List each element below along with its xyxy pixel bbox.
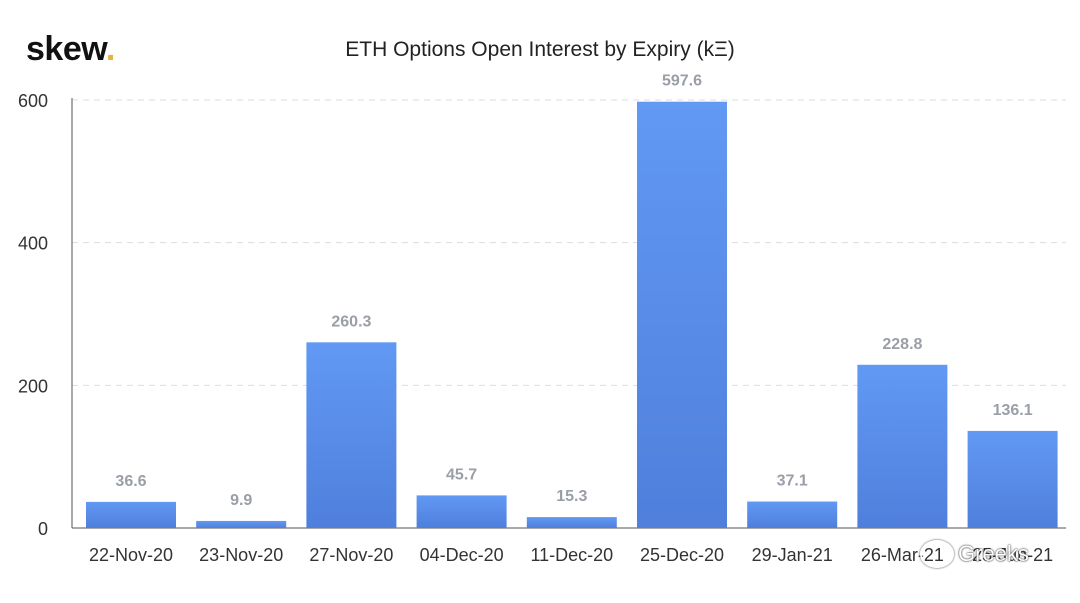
x-tick-label: 29-Jan-21 bbox=[752, 545, 833, 565]
y-tick-label: 600 bbox=[18, 91, 48, 111]
chart-title: ETH Options Open Interest by Expiry (kΞ) bbox=[345, 38, 735, 61]
bars bbox=[86, 101, 1058, 528]
bar bbox=[306, 342, 397, 528]
logo-text: skew bbox=[26, 30, 106, 68]
wechat-icon bbox=[920, 540, 954, 568]
bar bbox=[967, 430, 1058, 528]
y-tick-label: 200 bbox=[18, 376, 48, 396]
bar bbox=[637, 101, 727, 528]
data-label: 9.9 bbox=[230, 492, 252, 509]
bar bbox=[416, 495, 507, 528]
bar bbox=[857, 364, 948, 528]
data-label: 597.6 bbox=[662, 73, 702, 90]
y-tick-label: 400 bbox=[18, 234, 48, 254]
bar bbox=[86, 501, 176, 528]
x-tick-label: 25-Dec-20 bbox=[640, 545, 724, 565]
bar bbox=[747, 501, 838, 528]
watermark-text: Greeks bbox=[958, 541, 1029, 566]
skew-logo: skew. bbox=[26, 30, 115, 69]
x-tick-label: 11-Dec-20 bbox=[530, 545, 613, 565]
x-tick-label: 04-Dec-20 bbox=[420, 545, 504, 565]
x-tick-label: 27-Nov-20 bbox=[309, 545, 393, 565]
data-label: 136.1 bbox=[993, 402, 1033, 419]
data-label: 228.8 bbox=[882, 336, 922, 353]
data-label: 15.3 bbox=[556, 488, 587, 505]
x-tick-label: 22-Nov-20 bbox=[89, 545, 173, 565]
data-label: 36.6 bbox=[115, 473, 146, 490]
x-tick-label: 23-Nov-20 bbox=[199, 545, 283, 565]
data-label: 260.3 bbox=[331, 313, 371, 330]
y-tick-label: 0 bbox=[38, 519, 48, 539]
bar bbox=[526, 517, 617, 528]
bar bbox=[196, 520, 287, 528]
data-label: 45.7 bbox=[446, 466, 477, 483]
data-labels: 36.6 9.9 260.3 45.7 15.3 597.6 37.1 228.8 136.1 bbox=[115, 73, 1032, 509]
logo-dot: . bbox=[105, 30, 115, 68]
watermark: Greeks bbox=[920, 540, 1029, 568]
x-tick-label: 25-Jun-21 bbox=[972, 545, 1053, 565]
tick-labels: 0 200 400 600 22-Nov-20 23-Nov-20 27-Nov-20 04-… bbox=[18, 91, 1053, 565]
data-label: 37.1 bbox=[777, 473, 808, 490]
